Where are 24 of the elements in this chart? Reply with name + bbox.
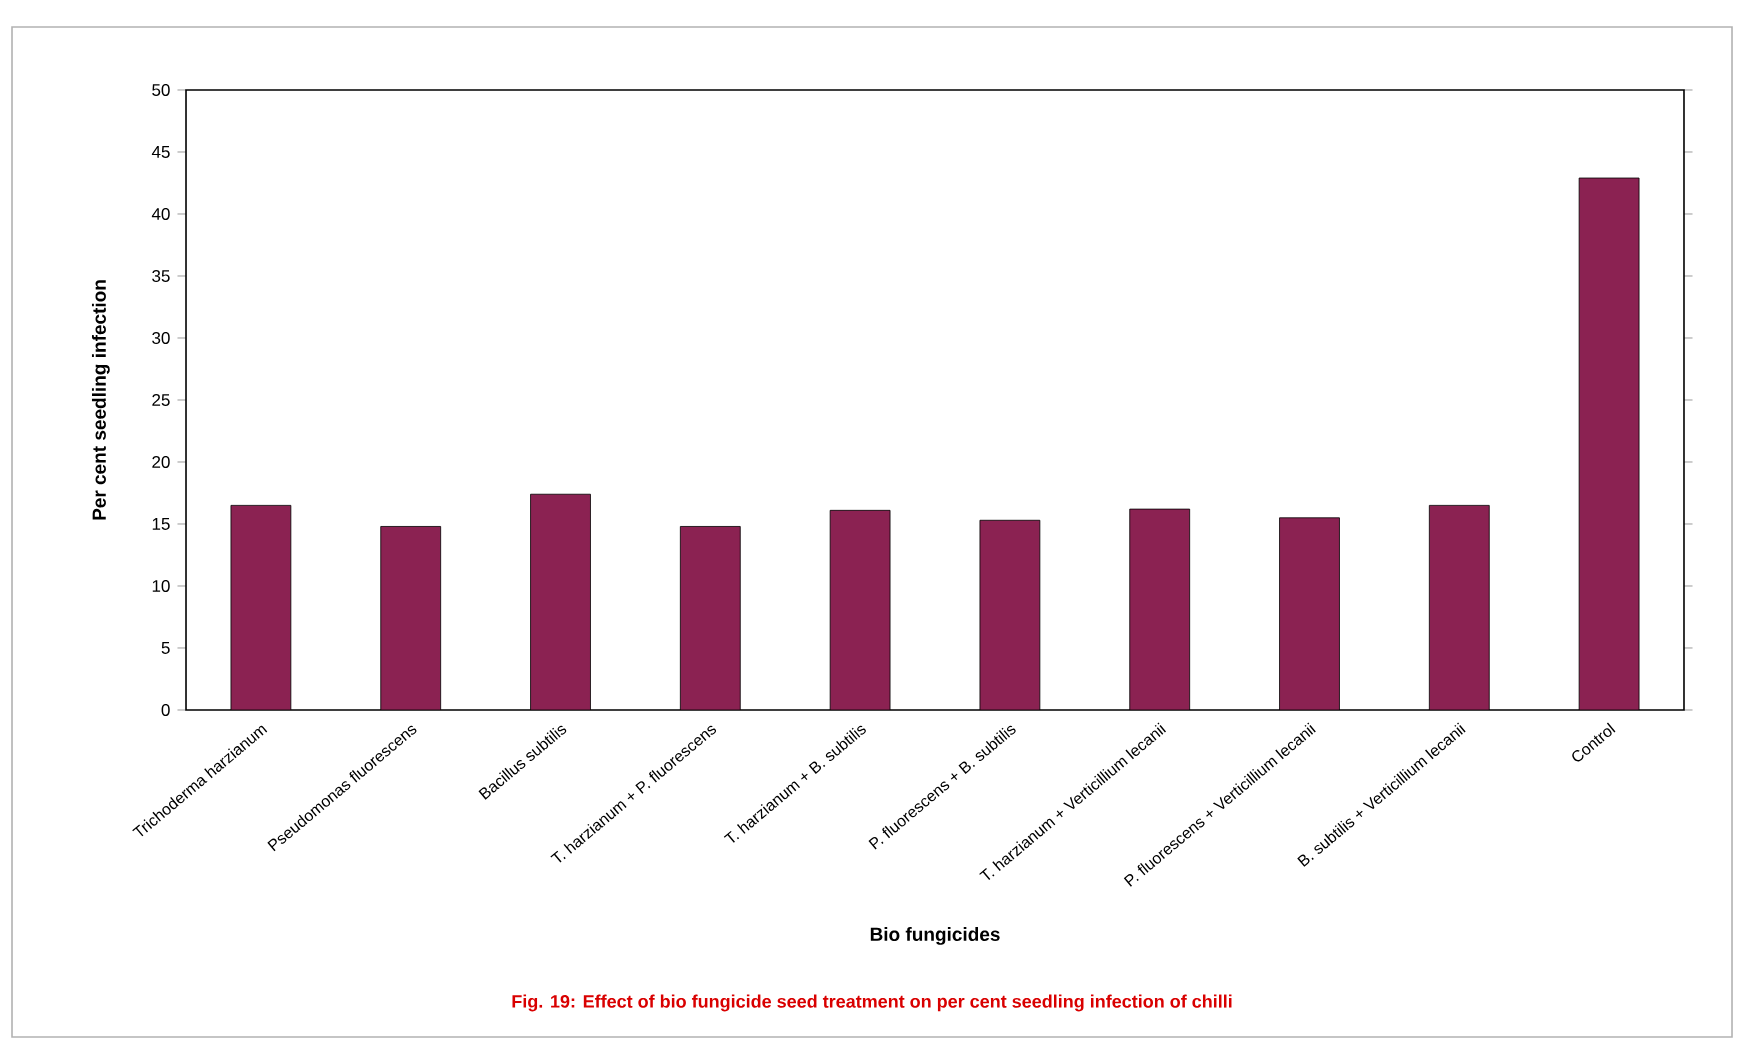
bar: [1428, 504, 1490, 710]
bar: [1578, 177, 1640, 710]
caption: Fig. 19: Effect of bio fungicide seed treatment on per cent seedling infection of chilli: [512, 994, 1232, 1012]
y-tick-label: 10: [152, 579, 170, 592]
y-axis-title: Per cent seedling infection: [91, 280, 110, 520]
y-tick-label: 5: [161, 642, 170, 654]
bar: [979, 519, 1041, 710]
y-tick-label: 25: [152, 393, 170, 406]
bar: [530, 493, 591, 710]
y-tick-label: 40: [151, 207, 170, 220]
y-tick-label: 35: [152, 269, 170, 282]
bar: [679, 526, 741, 710]
y-tick-label: 50: [152, 83, 170, 96]
y-tick-label: 20: [152, 455, 170, 468]
y-tick-label: 0: [161, 703, 170, 716]
x-axis-title: Bio fungicides: [870, 927, 1000, 945]
bar: [1129, 508, 1191, 710]
bar: [829, 509, 891, 710]
y-tick-label: 45: [151, 146, 170, 158]
y-tick-label: 30: [152, 331, 170, 344]
bar: [380, 526, 442, 710]
bar: [1279, 517, 1340, 710]
y-tick-label: 15: [152, 518, 170, 530]
bar: [230, 504, 292, 710]
